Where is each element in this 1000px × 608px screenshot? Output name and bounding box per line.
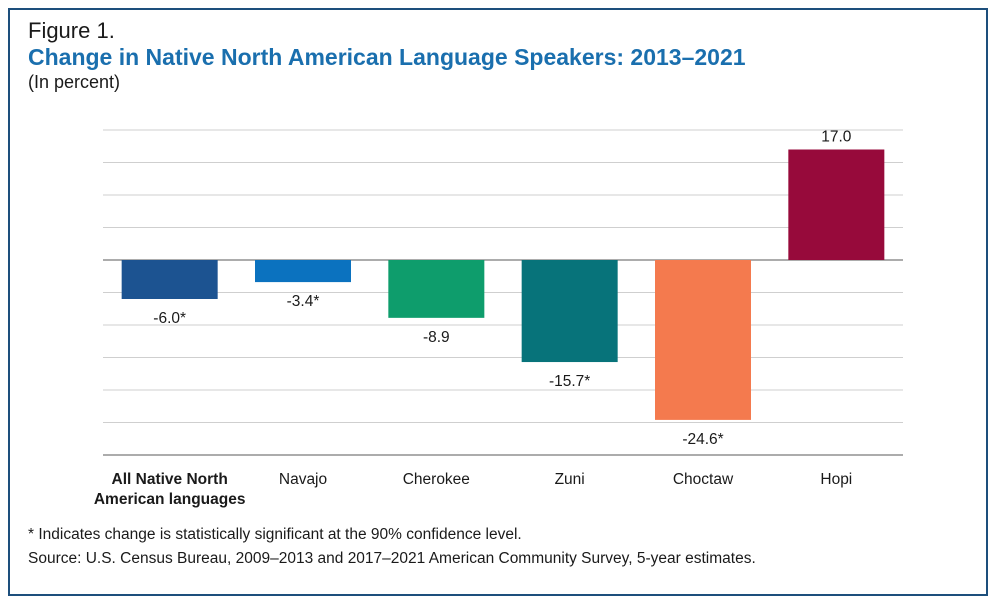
bar-1	[121, 260, 218, 299]
category-label-1: American languages	[94, 491, 246, 508]
bar-3	[388, 260, 485, 318]
significance-footnote: * Indicates change is statistically sign…	[28, 526, 522, 543]
data-label-3: -8.9	[423, 329, 450, 346]
data-label-1: -6.0*	[153, 310, 186, 327]
category-label-3: Cherokee	[403, 471, 470, 488]
category-label-2: Navajo	[279, 471, 327, 488]
category-label-5: Choctaw	[673, 471, 734, 488]
category-label-6: Hopi	[820, 471, 852, 488]
figure-label: Figure 1.	[28, 18, 115, 43]
chart-subtitle: (In percent)	[28, 72, 121, 92]
bar-2	[255, 260, 351, 283]
bar-6	[788, 149, 885, 260]
category-label-1: All Native North	[112, 471, 228, 488]
data-label-2: -3.4*	[287, 293, 320, 310]
data-label-6: 17.0	[821, 129, 852, 146]
data-label-5: -24.6*	[682, 431, 723, 448]
bar-5	[655, 260, 751, 420]
source-note: Source: U.S. Census Bureau, 2009–2013 an…	[28, 550, 756, 567]
bar-4	[521, 260, 618, 363]
chart-title: Change in Native North American Language…	[28, 44, 746, 70]
figure-frame	[8, 8, 988, 596]
category-label-4: Zuni	[555, 471, 585, 488]
data-label-4: -15.7*	[549, 373, 590, 390]
